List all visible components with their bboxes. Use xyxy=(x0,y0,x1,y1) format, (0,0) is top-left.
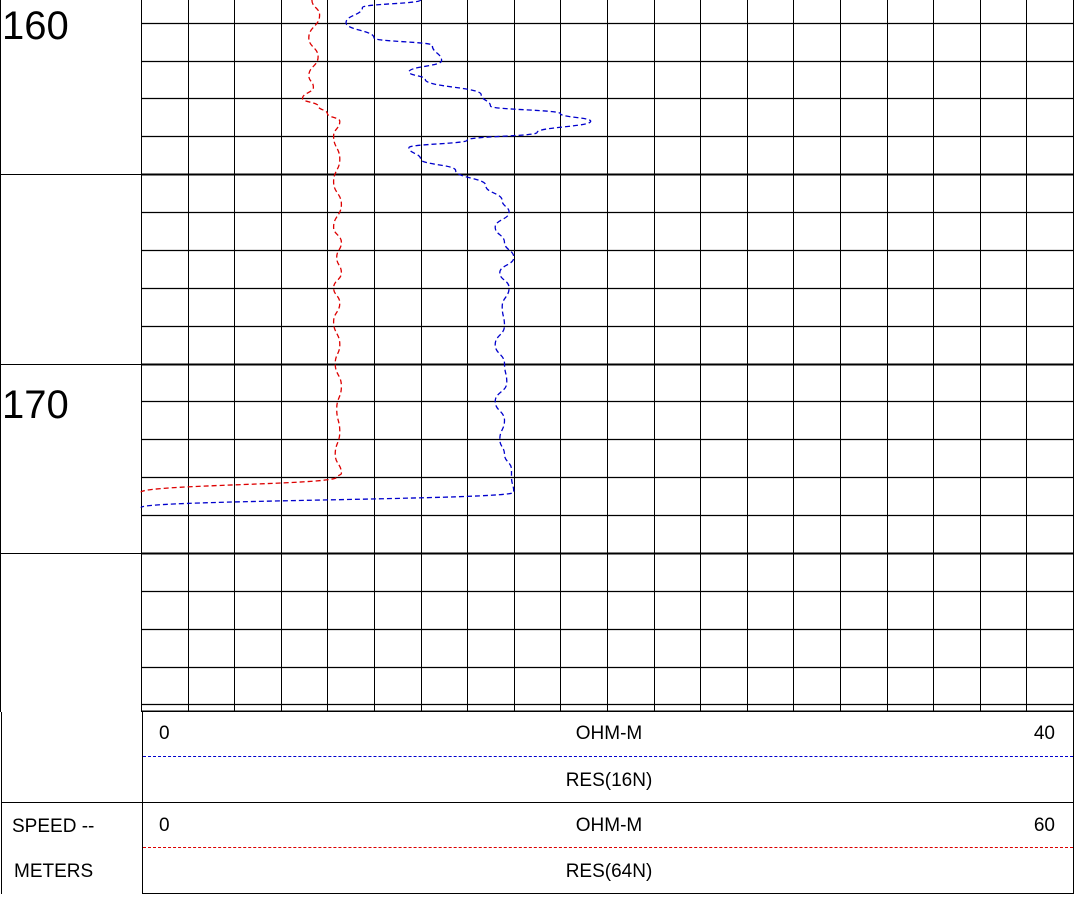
scale-legend-line xyxy=(143,847,1073,848)
scale-header-res64n: 0 OHM-M 60 RES(64N) xyxy=(142,802,1074,894)
scale-min-label: 0 xyxy=(159,815,170,836)
curve-name-label: RES(64N) xyxy=(565,861,653,882)
header-left-border xyxy=(1,712,2,894)
depth-label-170: 170 xyxy=(2,383,69,427)
left-divider xyxy=(1,802,142,803)
depth-track-border xyxy=(0,0,1,712)
depth-label-160: 160 xyxy=(2,4,69,48)
scale-unit-label: OHM-M xyxy=(575,723,643,744)
scale-header-res16n: 0 OHM-M 40 RES(16N) xyxy=(142,711,1074,803)
log-grid xyxy=(0,0,1074,712)
curve-res16n xyxy=(140,0,592,509)
scale-legend-line xyxy=(143,756,1073,757)
speed-label: SPEED -- xyxy=(12,816,95,837)
scale-max-label: 60 xyxy=(1033,815,1055,836)
curve-res64n xyxy=(140,0,343,493)
scale-min-label: 0 xyxy=(159,723,170,744)
scale-max-label: 40 xyxy=(1033,723,1055,744)
depth-track: 160 170 xyxy=(0,0,140,710)
curve-name-label: RES(16N) xyxy=(565,770,653,791)
meters-label: METERS xyxy=(14,861,94,882)
grid-and-curves xyxy=(0,0,1074,712)
scale-unit-label: OHM-M xyxy=(575,815,643,836)
